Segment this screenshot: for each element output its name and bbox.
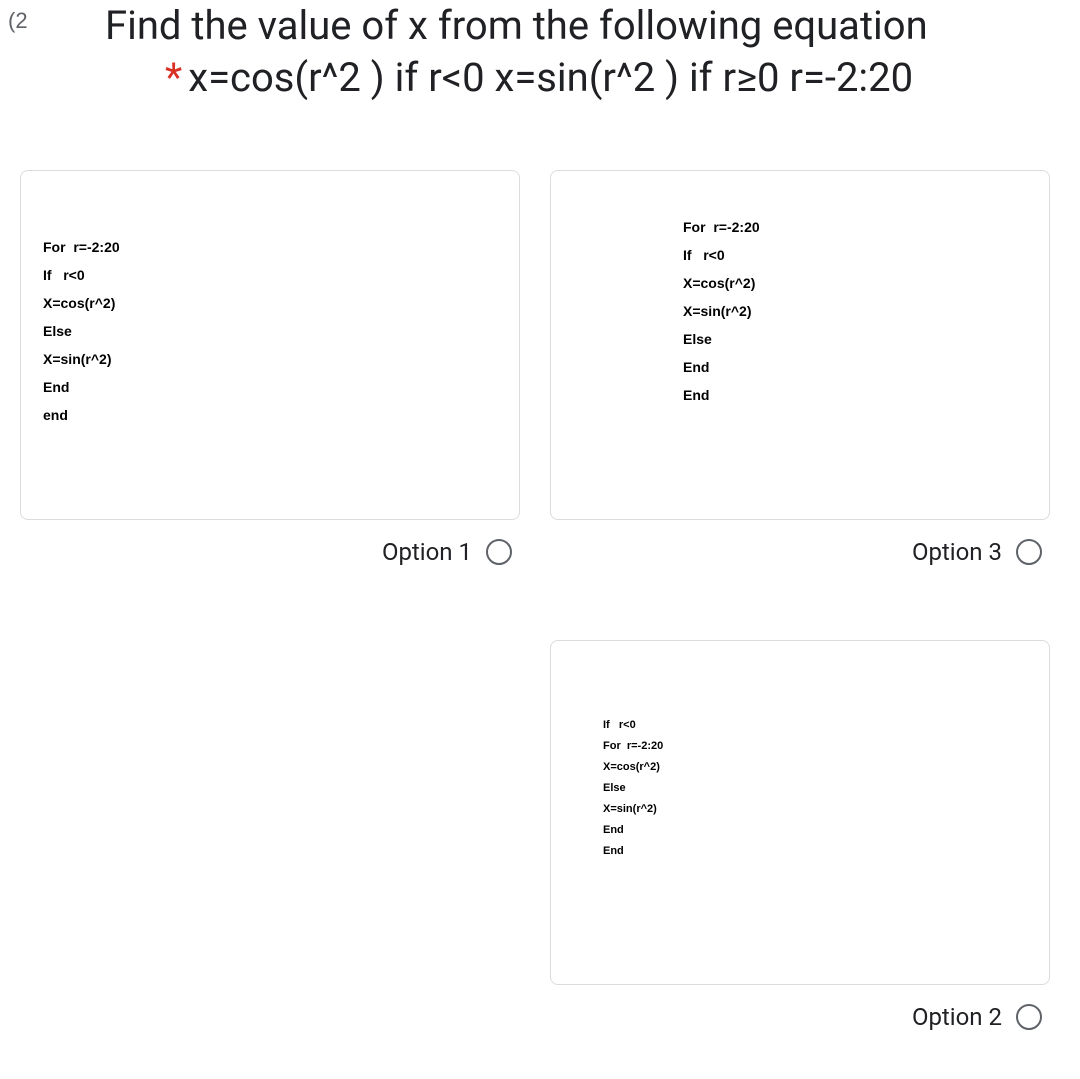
option-1-card[interactable]: For r=-2:20 If r<0 X=cos(r^2) Else X=sin… xyxy=(20,170,520,520)
question-line1: Find the value of x from the following e… xyxy=(105,0,1060,52)
option-2-card[interactable]: If r<0 For r=-2:20 X=cos(r^2) Else X=sin… xyxy=(550,640,1050,985)
code-line: End xyxy=(603,824,1027,836)
option-2-code: If r<0 For r=-2:20 X=cos(r^2) Else X=sin… xyxy=(573,669,1027,857)
code-line: End xyxy=(43,379,497,395)
code-line: End xyxy=(603,845,1027,857)
code-line: Else xyxy=(43,323,497,339)
option-2-cell: If r<0 For r=-2:20 X=cos(r^2) Else X=sin… xyxy=(550,640,1050,1031)
code-line: Else xyxy=(603,782,1027,794)
code-line: For r=-2:20 xyxy=(603,740,1027,752)
code-line: X=cos(r^2) xyxy=(683,275,1027,291)
page-marker: (2 xyxy=(8,8,28,34)
code-line: For r=-2:20 xyxy=(43,239,497,255)
question-block: Find the value of x from the following e… xyxy=(105,0,1060,104)
option-2-label: Option 2 xyxy=(912,1003,1002,1031)
option-2-radio[interactable] xyxy=(1016,1004,1042,1030)
option-3-row[interactable]: Option 3 xyxy=(550,538,1050,566)
code-line: End xyxy=(683,387,1027,403)
code-line: If r<0 xyxy=(43,267,497,283)
option-1-label: Option 1 xyxy=(382,538,472,566)
option-3-label: Option 3 xyxy=(912,538,1002,566)
code-line: If r<0 xyxy=(683,247,1027,263)
code-line: X=cos(r^2) xyxy=(43,295,497,311)
code-line: If r<0 xyxy=(603,719,1027,731)
question-line2-text: x=cos(r^2 ) if r<0 x=sin(r^2 ) if r≥0 r=… xyxy=(188,54,913,101)
code-line: end xyxy=(43,407,497,423)
option-3-radio[interactable] xyxy=(1016,539,1042,565)
required-asterisk-icon: * xyxy=(165,54,182,101)
code-line: End xyxy=(683,359,1027,375)
option-3-card[interactable]: For r=-2:20 If r<0 X=cos(r^2) X=sin(r^2)… xyxy=(550,170,1050,520)
question-line2: *x=cos(r^2 ) if r<0 x=sin(r^2 ) if r≥0 r… xyxy=(105,52,1060,104)
option-1-row[interactable]: Option 1 xyxy=(20,538,520,566)
option-3-cell: For r=-2:20 If r<0 X=cos(r^2) X=sin(r^2)… xyxy=(550,170,1050,566)
code-line: X=sin(r^2) xyxy=(683,303,1027,319)
code-line: X=cos(r^2) xyxy=(603,761,1027,773)
code-line: Else xyxy=(683,331,1027,347)
option-1-cell: For r=-2:20 If r<0 X=cos(r^2) Else X=sin… xyxy=(20,170,520,566)
option-2-row[interactable]: Option 2 xyxy=(550,1003,1050,1031)
options-area: For r=-2:20 If r<0 X=cos(r^2) Else X=sin… xyxy=(20,170,1060,1069)
option-3-code: For r=-2:20 If r<0 X=cos(r^2) X=sin(r^2)… xyxy=(573,199,1027,403)
option-1-radio[interactable] xyxy=(486,539,512,565)
code-line: X=sin(r^2) xyxy=(43,351,497,367)
code-line: X=sin(r^2) xyxy=(603,803,1027,815)
code-line: For r=-2:20 xyxy=(683,219,1027,235)
option-1-code: For r=-2:20 If r<0 X=cos(r^2) Else X=sin… xyxy=(43,199,497,423)
